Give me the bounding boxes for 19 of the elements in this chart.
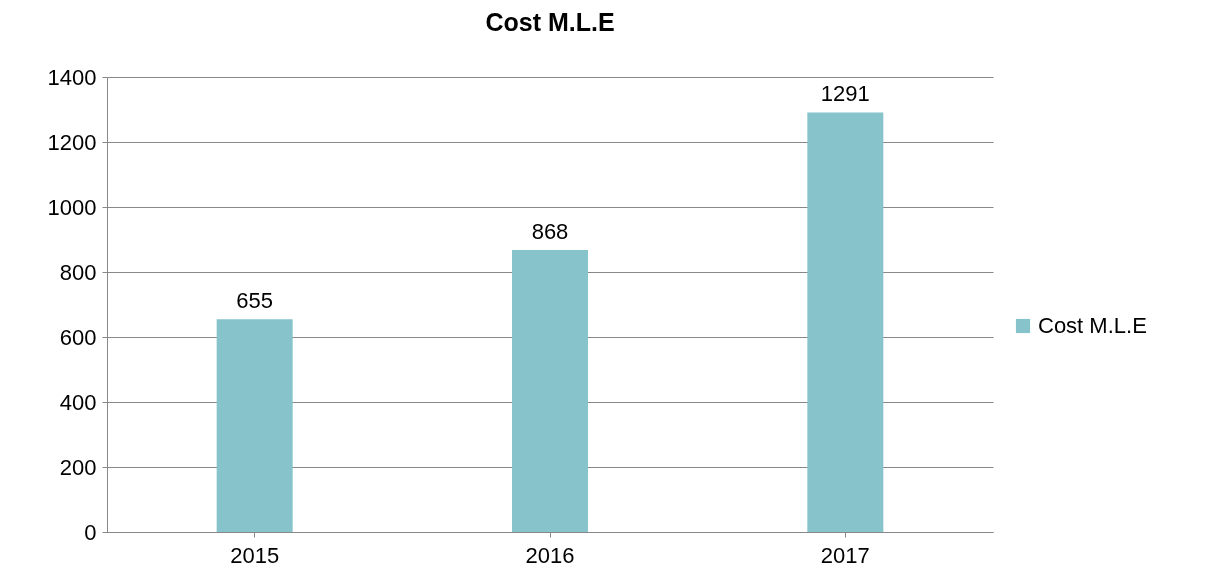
- y-tick-label: 1200: [47, 129, 97, 155]
- y-tick-label: 400: [59, 389, 97, 415]
- legend-label: Cost M.L.E: [1038, 313, 1147, 338]
- y-tick-label: 1400: [47, 64, 97, 90]
- bar: [512, 249, 588, 532]
- x-tick-label: 2015: [230, 542, 280, 568]
- x-tick-label: 2016: [525, 542, 575, 568]
- y-tick-label: 800: [59, 259, 97, 285]
- chart-title: Cost M.L.E: [485, 8, 615, 36]
- bar: [807, 112, 884, 532]
- y-tick-label: 600: [59, 324, 97, 350]
- y-tick-label: 0: [84, 519, 97, 545]
- x-tick-label: 2017: [820, 542, 870, 568]
- y-tick-label: 1000: [47, 194, 97, 220]
- data-label: 868: [531, 218, 569, 244]
- bar: [216, 319, 293, 532]
- data-label: 1291: [820, 81, 870, 107]
- y-tick-label: 200: [59, 454, 97, 480]
- data-label: 655: [236, 288, 274, 314]
